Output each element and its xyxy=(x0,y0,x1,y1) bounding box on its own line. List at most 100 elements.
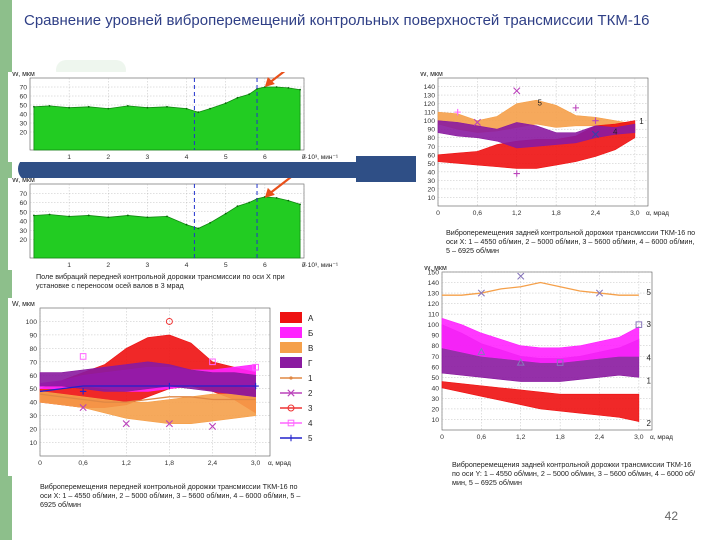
x-tick-label: 7 xyxy=(302,154,306,161)
area-series xyxy=(33,196,301,259)
y-tick-label: 10 xyxy=(431,417,439,424)
y-axis-label: W, мкм xyxy=(12,178,35,184)
y-tick-label: 20 xyxy=(427,186,435,193)
data-point xyxy=(197,227,200,230)
data-point xyxy=(48,105,51,107)
legend-swatch xyxy=(280,357,302,368)
x-tick-label: 2,4 xyxy=(591,210,601,217)
x-tick-label: 3,0 xyxy=(634,434,644,441)
x-tick-label: 2 xyxy=(106,154,110,161)
data-point xyxy=(224,102,227,105)
y-tick-label: 40 xyxy=(19,112,27,119)
data-point xyxy=(68,106,71,109)
page-number: 42 xyxy=(664,509,678,523)
data-point xyxy=(299,88,301,91)
legend-marker xyxy=(287,419,295,427)
x-tick-label: 7 xyxy=(302,262,306,269)
legend-marker xyxy=(287,404,295,412)
data-point xyxy=(287,87,290,89)
y-tick-label: 100 xyxy=(26,319,38,326)
line-series-5 xyxy=(442,281,639,296)
arrow-head xyxy=(264,77,275,87)
x-tick-label: 2,4 xyxy=(208,460,218,467)
data-marker xyxy=(208,422,217,430)
data-marker xyxy=(592,117,599,124)
caption-rear-y: Виброперемещения задней контрольной доро… xyxy=(452,460,695,487)
arrow-head xyxy=(264,187,275,198)
data-point xyxy=(33,214,35,217)
y-tick-label: 30 xyxy=(431,396,439,403)
x-tick-label: 3,0 xyxy=(251,460,261,467)
data-point xyxy=(275,86,278,88)
y-axis-label: W, мкм xyxy=(424,266,447,272)
legend-swatch xyxy=(280,327,302,338)
y-tick-label: 70 xyxy=(19,191,27,198)
x-tick-label: 1,8 xyxy=(551,210,561,217)
data-point xyxy=(126,214,129,217)
x-tick-label: 0,6 xyxy=(78,460,88,467)
data-marker xyxy=(79,388,87,395)
caption-front-field: Поле вибраций передней контрольной дорож… xyxy=(36,272,285,290)
series-label: 3 xyxy=(646,320,651,329)
x-tick-label: 2 xyxy=(106,262,110,269)
x-tick-label: 0 xyxy=(436,210,440,217)
x-tick-label: 1,2 xyxy=(122,460,132,467)
x-tick-label: 3 xyxy=(146,154,150,161)
chart-panel-d: 10 20 30 40 50 60 70 80 90 100 0 0,6 1,2 1,8 2,4 3,0 W, … xyxy=(8,298,360,476)
data-marker xyxy=(513,170,520,177)
legend-label: 5 xyxy=(308,434,313,443)
legend-label: 2 xyxy=(308,389,313,398)
y-tick-label: 90 xyxy=(29,332,37,339)
legend-label: Г xyxy=(308,359,313,368)
legend-label: В xyxy=(308,344,313,353)
y-tick-label: 70 xyxy=(431,354,439,361)
caption-rear-x: Виброперемещения задней контрольной доро… xyxy=(446,228,696,255)
legend-marker xyxy=(287,434,295,442)
x-tick-label: 3,0 xyxy=(630,210,640,217)
series-label: 1 xyxy=(646,377,651,386)
y-tick-label: 100 xyxy=(428,322,440,329)
legend-swatch xyxy=(280,312,302,323)
y-tick-label: 30 xyxy=(427,178,435,185)
chart-e: 5 3 4 1 2 10 20 30 40 50 60 70 80 90 100 110 120 130 140 15… xyxy=(424,265,673,441)
data-point xyxy=(287,199,290,202)
band-series-А xyxy=(441,381,640,422)
legend-label: 4 xyxy=(308,419,313,428)
y-tick-label: 110 xyxy=(424,110,435,117)
line-series-5 xyxy=(39,385,256,393)
data-point xyxy=(248,93,251,96)
y-tick-label: 20 xyxy=(431,406,439,413)
y-tick-label: 40 xyxy=(431,385,439,392)
data-point xyxy=(87,214,90,217)
x-tick-label: 1,8 xyxy=(555,434,565,441)
y-tick-label: 130 xyxy=(424,93,436,100)
y-tick-label: 30 xyxy=(29,413,37,420)
data-marker xyxy=(122,420,130,428)
data-point xyxy=(185,223,188,226)
y-tick-label: 60 xyxy=(431,364,439,371)
y-tick-label: 70 xyxy=(19,85,27,92)
data-point xyxy=(107,107,110,110)
data-point xyxy=(87,105,90,108)
chart-panel-c: 5 4 1 10 20 30 40 50 60 70 80 90 100 110 120 130 140 0 0,6… xyxy=(416,71,690,224)
x-tick-label: 0 xyxy=(440,434,444,441)
band-series-Г xyxy=(437,120,636,149)
y-tick-label: 30 xyxy=(19,228,27,235)
x-tick-label: 1,2 xyxy=(516,434,526,441)
y-tick-label: 20 xyxy=(19,237,27,244)
y-tick-label: 130 xyxy=(428,291,440,298)
data-point xyxy=(275,196,278,199)
data-marker xyxy=(165,317,173,325)
y-tick-label: 90 xyxy=(427,127,435,134)
caption-front-x: Виброперемещения передней контрольной до… xyxy=(40,482,301,509)
y-tick-label: 90 xyxy=(431,333,439,340)
data-marker xyxy=(591,130,600,138)
band-series-В xyxy=(39,391,256,425)
y-tick-label: 50 xyxy=(431,375,439,382)
y-tick-label: 60 xyxy=(427,152,435,159)
data-marker xyxy=(477,289,485,297)
data-point xyxy=(126,105,129,107)
chart-b: 20 30 40 50 60 70 1 2 3 4 5 6 7 W, мкм n·10³, мин⁻¹ xyxy=(12,167,339,269)
y-tick-label: 80 xyxy=(427,135,435,142)
